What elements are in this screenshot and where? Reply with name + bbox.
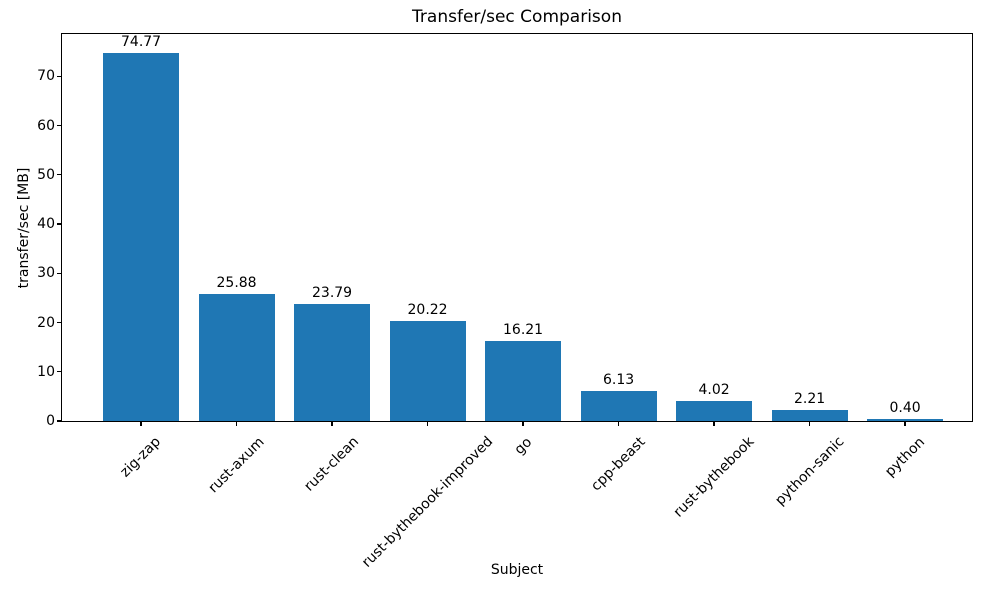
x-tick-mark [140, 422, 142, 426]
y-tick-label: 30 [37, 265, 55, 282]
bar-value-label: 6.13 [603, 371, 635, 388]
x-tick-mark [235, 422, 238, 426]
bar-zig-zap [103, 52, 179, 421]
bar-rust-bythebook [676, 401, 752, 421]
x-tick-label: cpp-beast [588, 433, 649, 495]
bar-value-label: 2.21 [794, 391, 826, 408]
x-tick-label: rust-bythebook [670, 434, 757, 521]
y-tick-mark [57, 75, 61, 77]
bar-cpp-beast [580, 390, 657, 421]
x-tick-mark [331, 422, 333, 426]
x-tick-label: go [511, 433, 535, 458]
bar-value-label: 23.79 [312, 284, 353, 301]
bar-value-label: 16.21 [503, 322, 544, 339]
x-tick-label: zig-zap [117, 433, 164, 481]
y-tick-mark [57, 174, 61, 176]
x-tick-mark [617, 422, 620, 426]
bar-value-label: 20.22 [407, 302, 448, 319]
bar-rust-axum [198, 293, 275, 421]
y-tick-label: 60 [37, 117, 55, 134]
x-axis-label: Subject [490, 562, 544, 578]
x-tick-label: python [881, 433, 928, 480]
bar-rust-bythebook-improved [389, 321, 466, 421]
x-tick-mark [522, 422, 524, 426]
bar-value-label: 25.88 [216, 274, 257, 291]
y-tick-mark [57, 371, 61, 373]
chart-title: Transfer/sec Comparison [412, 7, 622, 27]
bar-python [867, 419, 943, 421]
bar-value-label: 0.40 [889, 400, 921, 417]
bar-go [485, 341, 561, 421]
y-tick-label: 0 [46, 413, 55, 429]
y-tick-label: 50 [37, 166, 55, 183]
x-tick-label: rust-bythebook-improved [358, 433, 496, 572]
x-tick-label: rust-clean [301, 433, 363, 495]
bar-python-sanic [771, 410, 848, 421]
y-tick-mark [57, 124, 61, 127]
x-tick-mark [713, 422, 715, 426]
plot-area [61, 33, 973, 422]
y-tick-label: 40 [37, 216, 55, 233]
y-tick-label: 10 [37, 363, 55, 380]
x-tick-label: rust-axum [205, 434, 268, 497]
y-tick-label: 20 [37, 314, 55, 331]
y-tick-label: 70 [37, 68, 55, 85]
x-tick-mark [808, 422, 811, 426]
x-tick-mark [904, 422, 906, 426]
y-tick-mark [57, 223, 61, 225]
x-tick-mark [426, 422, 429, 426]
y-tick-mark [57, 321, 61, 324]
x-tick-label: python-sanic [771, 433, 847, 510]
bar-value-label: 74.77 [121, 33, 162, 50]
y-tick-mark [57, 272, 61, 274]
bar-value-label: 4.02 [698, 382, 730, 399]
bar-rust-clean [294, 303, 370, 421]
y-tick-mark [57, 420, 61, 422]
